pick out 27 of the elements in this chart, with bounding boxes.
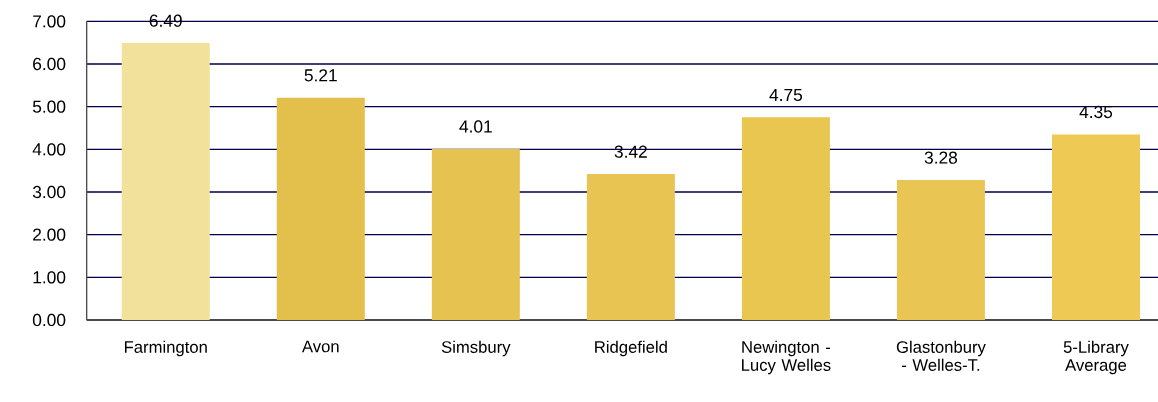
bar bbox=[741, 117, 830, 320]
y-tick-label: 5.00 bbox=[32, 100, 66, 113]
x-tick-label: Simsbury bbox=[441, 340, 511, 357]
y-tick-label: 0.00 bbox=[32, 313, 66, 327]
x-tick-label: Farmington bbox=[124, 340, 207, 357]
y-tick-label: 4.00 bbox=[32, 143, 66, 156]
data-label: 4.01 bbox=[459, 120, 492, 133]
y-tick-label: 3.00 bbox=[32, 185, 66, 199]
x-tick-label: Newington - Lucy Welles bbox=[742, 340, 831, 375]
y-tick-label: 6.00 bbox=[33, 57, 66, 71]
data-label: 5.21 bbox=[304, 69, 337, 82]
x-tick-label: Glastonbury - Welles-T. bbox=[896, 340, 986, 371]
bar bbox=[586, 174, 675, 320]
bar bbox=[1051, 134, 1140, 320]
x-tick-label: Avon bbox=[301, 340, 339, 353]
y-tick-label: 7.00 bbox=[33, 15, 66, 28]
bar bbox=[431, 148, 520, 320]
bar bbox=[276, 97, 365, 320]
y-tick-label: 1.00 bbox=[33, 271, 66, 284]
y-tick-label: 2.00 bbox=[33, 228, 66, 241]
x-tick-label: 5-Library Average bbox=[1063, 340, 1129, 375]
bar bbox=[121, 43, 210, 320]
data-label: 4.75 bbox=[769, 88, 803, 102]
data-label: 3.28 bbox=[924, 151, 958, 164]
bar bbox=[896, 180, 985, 320]
data-label: 4.35 bbox=[1079, 105, 1113, 119]
x-tick-label: Ridgefield bbox=[595, 340, 667, 357]
